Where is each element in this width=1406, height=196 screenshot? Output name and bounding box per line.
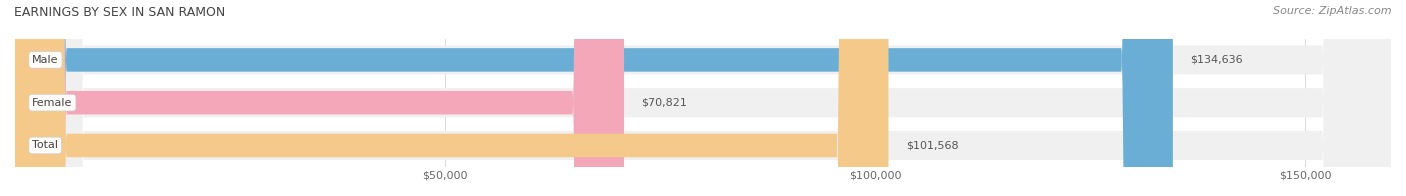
Text: $70,821: $70,821: [641, 98, 688, 108]
Text: Male: Male: [32, 55, 59, 65]
FancyBboxPatch shape: [15, 0, 1391, 196]
FancyBboxPatch shape: [15, 0, 1391, 196]
Text: EARNINGS BY SEX IN SAN RAMON: EARNINGS BY SEX IN SAN RAMON: [14, 6, 225, 19]
Text: $101,568: $101,568: [905, 141, 959, 151]
FancyBboxPatch shape: [15, 0, 1173, 196]
FancyBboxPatch shape: [15, 0, 1391, 196]
Text: Female: Female: [32, 98, 73, 108]
FancyBboxPatch shape: [15, 0, 624, 196]
FancyBboxPatch shape: [15, 0, 889, 196]
Text: Source: ZipAtlas.com: Source: ZipAtlas.com: [1274, 6, 1392, 16]
Text: Total: Total: [32, 141, 58, 151]
Text: $134,636: $134,636: [1189, 55, 1243, 65]
